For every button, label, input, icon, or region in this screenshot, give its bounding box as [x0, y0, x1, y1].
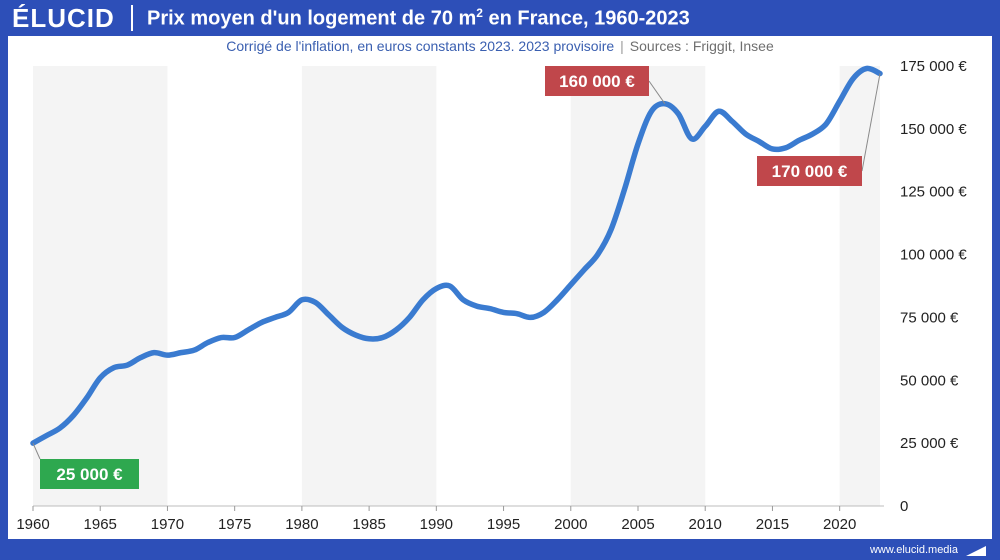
subtitle-text: Corrigé de l'inflation, en euros constan…: [226, 38, 615, 54]
annotation-leader-2: [861, 73, 881, 172]
x-tick-label-2020: 2020: [823, 516, 856, 533]
chart-subtitle: Corrigé de l'inflation, en euros constan…: [8, 38, 992, 54]
x-tick-label-2015: 2015: [756, 516, 789, 533]
x-tick-label-1975: 1975: [218, 516, 251, 533]
title-superscript: 2: [476, 6, 483, 20]
annotation-label-1: 160 000 €: [559, 72, 635, 91]
y-tick-label-7: 175 000 €: [900, 58, 967, 75]
y-tick-label-5: 125 000 €: [900, 184, 967, 201]
x-tick-label-1980: 1980: [285, 516, 318, 533]
shaded-band-3: [839, 66, 880, 506]
annotation-label-2: 170 000 €: [772, 162, 848, 181]
shaded-band-1: [301, 66, 437, 506]
elucid-logo[interactable]: ÉLUCID: [12, 3, 115, 33]
y-tick-label-6: 150 000 €: [900, 121, 967, 138]
shaded-bands: [33, 66, 880, 506]
elucid-mark-icon: [966, 546, 986, 556]
logo-divider: [131, 5, 133, 31]
price-series-line: [30, 65, 883, 446]
x-tick-label-1985: 1985: [352, 516, 385, 533]
header-bar: ÉLUCID Prix moyen d'un logement de 70 m2…: [0, 0, 1000, 36]
annotation-label-0: 25 000 €: [56, 465, 123, 484]
subtitle-sources: Sources : Friggit, Insee: [629, 38, 774, 54]
x-tick-label-1990: 1990: [420, 516, 453, 533]
annotation-box-0: [40, 459, 139, 489]
x-tick-label-1970: 1970: [151, 516, 184, 533]
chart-title: Prix moyen d'un logement de 70 m2 en Fra…: [147, 6, 690, 31]
chart-panel: 1960 1965 1970 1975 1980 1985 1990 1995 2000 2005…: [8, 36, 992, 539]
x-tick-label-2005: 2005: [621, 516, 654, 533]
y-tick-label-0: 0: [900, 498, 908, 515]
x-axis-ticks: 1960 1965 1970 1975 1980 1985 1990 1995 2000 2005…: [16, 506, 856, 533]
annotation-box-1: [545, 66, 649, 96]
annotation-leader-0: [32, 442, 41, 460]
annotation-leader-1: [648, 80, 666, 105]
x-tick-label-2000: 2000: [554, 516, 587, 533]
annotation-box-2: [757, 156, 862, 186]
y-axis-ticks: 0 25 000 € 50 000 € 75 000 € 100 000 € 125 00…: [900, 58, 967, 515]
y-tick-label-2: 50 000 €: [900, 372, 959, 389]
y-tick-label-4: 100 000 €: [900, 247, 967, 264]
line-chart: 1960 1965 1970 1975 1980 1985 1990 1995 2000 2005…: [16, 58, 967, 533]
x-tick-label-1960: 1960: [16, 516, 49, 533]
subtitle-separator: |: [620, 38, 624, 54]
x-tick-label-1995: 1995: [487, 516, 520, 533]
title-rest: en France, 1960-2023: [482, 7, 690, 30]
shaded-band-0: [33, 66, 168, 506]
y-tick-label-3: 75 000 €: [900, 309, 959, 326]
footer-site[interactable]: www.elucid.media: [869, 544, 958, 556]
title-main: Prix moyen d'un logement de 70 m: [147, 7, 477, 30]
x-tick-label-2010: 2010: [689, 516, 722, 533]
x-tick-label-1965: 1965: [84, 516, 117, 533]
y-tick-label-1: 25 000 €: [900, 435, 959, 452]
value-annotations: 25 000 € 160 000 € 170 000 €: [32, 66, 881, 489]
